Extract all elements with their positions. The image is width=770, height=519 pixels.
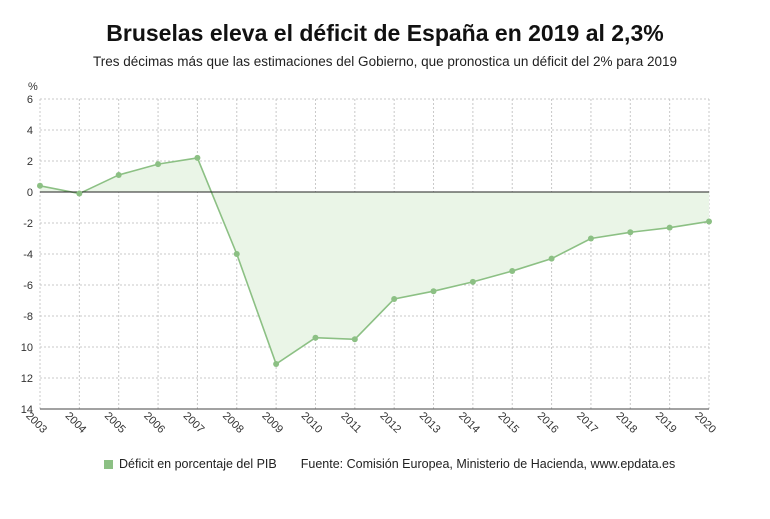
data-point (391, 295, 398, 302)
area-fill (40, 157, 709, 365)
x-tick-label: 2012 (377, 410, 403, 436)
x-tick-label: 2018 (614, 410, 640, 436)
series-line (39, 157, 710, 366)
data-point (351, 336, 358, 343)
y-tick-label: -2 (23, 218, 33, 230)
y-tick-label: 0 (27, 187, 33, 199)
y-tick-label: 10 (21, 342, 33, 354)
x-tick-label: 2010 (299, 410, 325, 436)
data-point (430, 288, 437, 295)
y-tick-label: 4 (27, 125, 33, 137)
data-point (509, 268, 516, 275)
legend-swatch (104, 459, 113, 469)
x-tick-label: 2006 (141, 410, 167, 436)
data-point (233, 251, 240, 257)
legend: Déficit en porcentaje del PIB Fuente: Co… (104, 457, 675, 471)
x-tick-label: 2019 (653, 410, 679, 436)
legend-label: Déficit en porcentaje del PIB (119, 457, 277, 471)
y-tick-label: 6 (27, 94, 33, 106)
source-note: Fuente: Comisión Europea, Ministerio de … (300, 457, 676, 471)
data-point (273, 361, 280, 368)
data-point (312, 334, 319, 341)
data-point (76, 190, 83, 197)
data-point (37, 182, 43, 189)
x-tick-label: 2015 (495, 410, 521, 436)
y-tick-label: 14 (21, 404, 33, 416)
x-tick-label: 2004 (63, 410, 89, 436)
x-tick-label: 2014 (456, 410, 482, 436)
data-point (666, 224, 673, 231)
y-tick-label: 2 (27, 156, 33, 168)
x-tick-label: 2017 (574, 410, 600, 436)
y-tick-label: 12 (21, 373, 33, 385)
x-tick-label: 2007 (181, 410, 207, 436)
data-point (548, 255, 555, 262)
x-tick-label: 2020 (692, 410, 718, 436)
chart-title: Bruselas eleva el déficit de España en 2… (106, 20, 664, 46)
area-fill-path (40, 157, 709, 365)
y-tick-label: -4 (23, 249, 33, 261)
data-points (37, 154, 712, 368)
y-axis-label: % (28, 81, 38, 93)
x-tick-label: 2009 (259, 410, 285, 436)
data-point (115, 171, 122, 178)
x-tick-label: 2011 (338, 410, 363, 435)
data-point (587, 235, 594, 242)
x-tick-label: 2013 (417, 410, 443, 436)
x-tick-label: 2003 (23, 410, 49, 436)
data-point (194, 154, 201, 161)
x-tick-label: 2016 (535, 410, 561, 436)
y-tick-label: -6 (23, 280, 33, 292)
y-tick-label: -8 (23, 311, 33, 323)
x-tick-label: 2008 (220, 410, 246, 436)
x-tick-label: 2005 (102, 410, 128, 436)
series-line-path (39, 157, 710, 366)
chart-subtitle: Tres décimas más que las estimaciones de… (92, 54, 678, 69)
data-point (469, 278, 476, 285)
data-point (706, 218, 712, 225)
data-point (155, 161, 162, 168)
data-point (627, 229, 634, 236)
